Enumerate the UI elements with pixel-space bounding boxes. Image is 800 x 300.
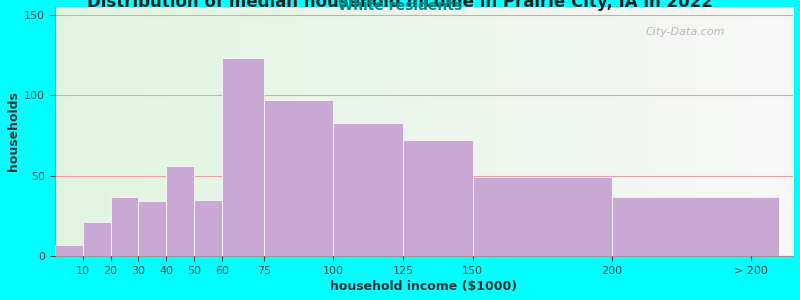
Bar (194, 200, 222, 256)
Bar (612, 197, 779, 256)
Bar (334, 123, 403, 256)
Bar (403, 140, 473, 256)
Text: Distribution of median household income in Prairie City, IA in 2022: Distribution of median household income … (87, 0, 713, 11)
Y-axis label: households: households (7, 92, 20, 172)
Text: White residents: White residents (338, 0, 462, 13)
Bar (166, 166, 194, 256)
X-axis label: household income ($1000): household income ($1000) (330, 280, 518, 293)
Bar (55, 245, 82, 256)
Bar (264, 100, 334, 256)
Text: City-Data.com: City-Data.com (646, 27, 725, 37)
Bar (82, 222, 110, 256)
Bar (110, 197, 138, 256)
Bar (222, 58, 264, 256)
Bar (138, 202, 166, 256)
Bar (473, 177, 612, 256)
